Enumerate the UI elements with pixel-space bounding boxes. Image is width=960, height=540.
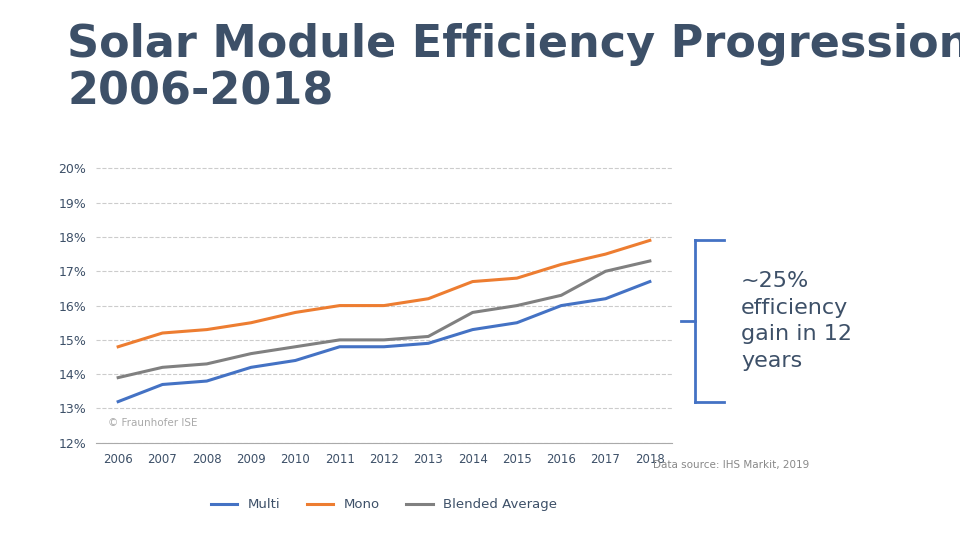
Blended Average <box>334 336 346 343</box>
Mono <box>600 251 612 258</box>
Legend: Multi, Mono, Blended Average: Multi, Mono, Blended Average <box>205 493 563 517</box>
Text: Power: Power <box>811 518 860 532</box>
Line: Blended Average: Blended Average <box>118 261 650 377</box>
Text: Technology Day: Technology Day <box>850 518 960 532</box>
Mono <box>201 326 212 333</box>
Multi <box>378 343 390 350</box>
Multi <box>511 320 522 326</box>
Text: ~25%
efficiency
gain in 12
years: ~25% efficiency gain in 12 years <box>741 272 852 370</box>
Multi <box>246 364 257 370</box>
Multi <box>334 343 346 350</box>
Mono <box>556 261 567 268</box>
Blended Average <box>556 292 567 299</box>
Multi <box>467 326 478 333</box>
Mono <box>334 302 346 309</box>
Blended Average <box>600 268 612 274</box>
Text: Solar Module Efficiency Progression
2006-2018: Solar Module Efficiency Progression 2006… <box>67 23 960 114</box>
Text: Data source: IHS Markit, 2019: Data source: IHS Markit, 2019 <box>653 460 809 470</box>
Multi <box>112 399 124 405</box>
Line: Mono: Mono <box>118 240 650 347</box>
Text: © Fraunhofer ISE: © Fraunhofer ISE <box>108 418 197 428</box>
Mono <box>290 309 301 316</box>
Mono <box>467 278 478 285</box>
Multi <box>556 302 567 309</box>
Mono <box>112 343 124 350</box>
Multi <box>600 295 612 302</box>
Multi <box>422 340 434 347</box>
Blended Average <box>156 364 168 370</box>
Multi <box>290 357 301 364</box>
Mono <box>422 295 434 302</box>
Text: HATCH: HATCH <box>19 516 93 535</box>
Blended Average <box>378 336 390 343</box>
Blended Average <box>112 374 124 381</box>
Line: Multi: Multi <box>118 281 650 402</box>
Multi <box>644 278 656 285</box>
Multi <box>156 381 168 388</box>
Mono <box>246 320 257 326</box>
Mono <box>378 302 390 309</box>
Blended Average <box>511 302 522 309</box>
Mono <box>644 237 656 244</box>
Blended Average <box>422 333 434 340</box>
Blended Average <box>246 350 257 357</box>
Mono <box>511 275 522 281</box>
Blended Average <box>290 343 301 350</box>
Mono <box>156 330 168 336</box>
Blended Average <box>467 309 478 316</box>
Multi <box>201 378 212 384</box>
Blended Average <box>201 361 212 367</box>
Blended Average <box>644 258 656 264</box>
